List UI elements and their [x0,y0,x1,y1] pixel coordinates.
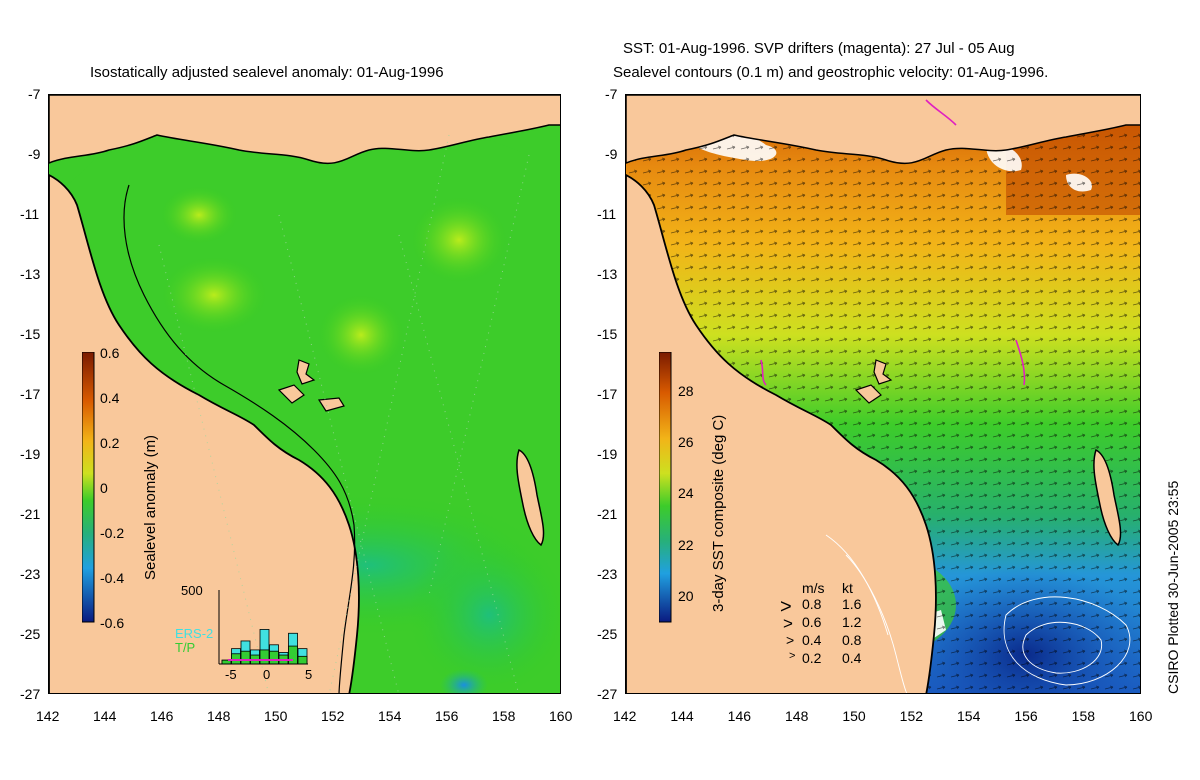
velocity-key-kt: 0.4 [842,650,862,666]
histogram-bar-tp [240,650,251,665]
velocity-key-kt: 0.8 [842,632,862,648]
lon-tick-left: 148 [207,708,231,724]
lat-tick-right: -27 [597,686,618,702]
histogram-bar-tp [288,645,298,665]
lat-tick-left: -7 [28,86,41,102]
sst-colorbar-tick: 28 [678,382,694,399]
sealevel-colorbar-label: Sealevel anomaly (m) [142,434,159,580]
lat-tick-right: -11 [597,206,617,222]
histogram-legend-tp: T/P [175,640,196,655]
sst-colorbar-tick: 26 [678,434,694,450]
lat-tick-left: -17 [20,386,41,402]
lat-tick-right: -9 [605,146,618,162]
histogram-legend-ers2: ERS-2 [175,626,214,641]
lon-tick-right: 148 [785,708,809,724]
velocity-arrow-icon: > [789,650,796,662]
lon-tick-left: 158 [492,708,516,724]
velocity-key-header-kt: kt [842,580,853,596]
lon-tick-left: 142 [36,708,60,724]
right-map-title-line1: SST: 01-Aug-1996. SVP drifters (magenta)… [623,40,1015,57]
sealevel-colorbar-tick: -0.2 [100,525,125,541]
sst-colorbar-tick: 24 [678,485,694,502]
velocity-arrow-icon: > [780,596,792,618]
lon-tick-right: 158 [1071,708,1096,724]
lat-tick-left: -11 [20,206,40,222]
velocity-arrow-icon: > [786,632,795,648]
velocity-key-row: >0.4 0.8 [780,632,880,650]
lon-tick-right: 142 [613,708,637,724]
velocity-key-header-ms: m/s [802,580,825,596]
velocity-key: m/s kt >0.8 1.6 >0.6 1.2 >0.4 0.8 >0.2 0.4 [780,580,880,670]
sealevel-colorbar-tick: 0 [100,480,108,496]
sst-colorbar-tick: 20 [678,588,694,605]
sealevel-colorbar-tick: 0.2 [100,435,120,451]
lat-tick-left: -27 [20,686,41,702]
lat-tick-left: -23 [20,566,41,582]
histogram-bar-tp [231,653,241,665]
lon-tick-left: 152 [321,708,345,724]
sealevel-anomaly-map [48,94,561,694]
left-map-title: Isostatically adjusted sealevel anomaly:… [90,64,444,81]
velocity-key-ms: 0.6 [802,614,822,630]
histogram-bar-tp [269,650,279,665]
lat-tick-right: -19 [597,446,618,462]
lat-tick-right: -23 [597,566,618,582]
lat-tick-right: -25 [597,626,618,642]
sst-colorbar [659,352,672,623]
lat-tick-right: -7 [605,86,618,102]
histogram-top-label: 500 [181,583,203,598]
lat-tick-right: -17 [597,386,618,402]
lon-tick-left: 144 [93,708,117,724]
histogram-x-tick: 0 [263,667,271,682]
lat-tick-right: -15 [597,326,618,342]
velocity-key-row: >0.2 0.4 [780,650,880,668]
lon-tick-right: 152 [899,708,924,724]
lon-tick-right: 146 [727,708,752,724]
right-map-title-line2: Sealevel contours (0.1 m) and geostrophi… [613,64,1049,81]
sst-map [625,94,1141,694]
lat-tick-left: -21 [20,506,41,522]
velocity-key-kt: 1.2 [842,614,862,630]
lat-tick-left: -9 [28,146,41,162]
lat-tick-right: -21 [597,506,618,522]
velocity-key-ms: 0.8 [802,596,822,612]
sst-map-canvas [626,95,1140,693]
lon-tick-left: 146 [150,708,174,724]
velocity-key-ms: 0.4 [802,632,822,648]
plot-credit: CSIRO Plotted 30-Jun-2005 23:55 [1165,480,1181,694]
lat-tick-left: -19 [20,446,41,462]
lat-tick-right: -13 [597,266,618,282]
lon-tick-left: 150 [264,708,288,724]
velocity-arrow-icon: > [783,614,793,633]
sealevel-anomaly-map-canvas [49,95,560,693]
sealevel-colorbar-tick: -0.4 [100,570,125,586]
velocity-key-row: >0.8 1.6 [780,596,880,618]
sst-colorbar-label: 3-day SST composite (deg C) [710,414,727,612]
lon-tick-left: 156 [435,708,459,724]
histogram-bar-tp [297,655,308,665]
sst-colorbar-tick: 22 [678,536,694,553]
velocity-key-row: >0.6 1.2 [780,614,880,633]
lon-tick-right: 160 [1129,708,1153,724]
lon-tick-right: 144 [670,708,694,724]
lat-tick-left: -13 [20,266,41,282]
lon-tick-left: 154 [378,708,402,724]
sealevel-colorbar-tick: 0.4 [100,390,120,406]
lat-tick-left: -25 [20,626,41,642]
lon-tick-right: 156 [1014,708,1038,724]
lon-tick-right: 150 [842,708,866,724]
velocity-key-ms: 0.2 [802,650,822,666]
histogram-x-tick: 5 [305,667,313,682]
altimeter-histogram [218,590,308,665]
lon-tick-left: 160 [549,708,573,724]
sealevel-colorbar [82,352,95,623]
lat-tick-left: -15 [20,326,41,342]
velocity-key-kt: 1.6 [842,596,862,612]
histogram-bar-tp [259,649,270,665]
histogram-x-tick: -5 [225,667,237,682]
sealevel-colorbar-tick: 0.6 [100,345,120,361]
sealevel-colorbar-tick: -0.6 [100,615,125,631]
lon-tick-right: 154 [957,708,981,724]
